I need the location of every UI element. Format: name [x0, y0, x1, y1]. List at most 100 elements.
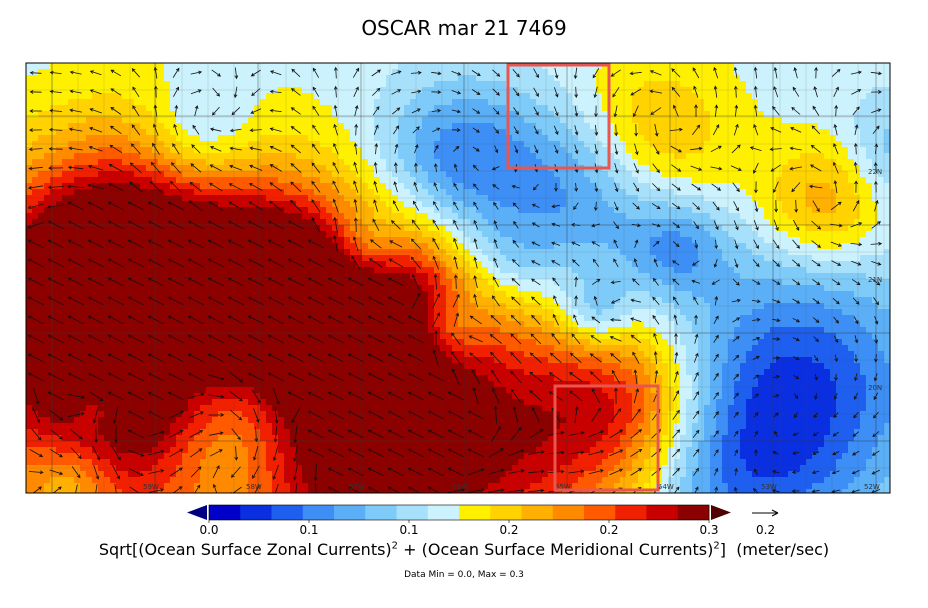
speed-cell — [410, 141, 417, 148]
speed-cell — [332, 111, 339, 118]
speed-cell — [614, 75, 621, 82]
speed-cell — [434, 225, 441, 232]
speed-cell — [380, 249, 387, 256]
speed-cell — [668, 171, 675, 178]
speed-cell — [824, 237, 831, 244]
speed-cell — [584, 153, 591, 160]
speed-cell — [560, 177, 567, 184]
speed-cell — [188, 117, 195, 124]
speed-cell — [848, 189, 855, 196]
speed-cell — [74, 237, 81, 244]
speed-cell — [290, 177, 297, 184]
speed-cell — [752, 153, 759, 160]
speed-cell — [596, 195, 603, 202]
speed-cell — [626, 75, 633, 82]
speed-cell — [260, 255, 267, 262]
speed-cell — [842, 87, 849, 94]
speed-cell — [194, 111, 201, 118]
speed-cell — [242, 93, 249, 100]
speed-cell — [386, 219, 393, 226]
speed-cell — [722, 231, 729, 238]
speed-cell — [32, 219, 39, 226]
speed-cell — [638, 117, 645, 124]
speed-cell — [620, 111, 627, 118]
speed-cell — [608, 153, 615, 160]
speed-cell — [686, 189, 693, 196]
speed-cell — [548, 159, 555, 166]
speed-cell — [500, 207, 507, 214]
speed-cell — [104, 147, 111, 154]
speed-cell — [68, 261, 75, 268]
speed-cell — [176, 105, 183, 112]
speed-cell — [68, 195, 75, 202]
speed-cell — [842, 171, 849, 178]
speed-cell — [620, 129, 627, 136]
speed-cell — [782, 75, 789, 82]
speed-cell — [734, 231, 741, 238]
speed-cell — [548, 69, 555, 76]
speed-cell — [884, 243, 890, 250]
speed-cell — [182, 87, 189, 94]
speed-cell — [824, 93, 831, 100]
speed-cell — [872, 111, 879, 118]
speed-cell — [818, 207, 825, 214]
speed-cell — [560, 93, 567, 100]
speed-cell — [794, 135, 801, 142]
speed-cell — [866, 177, 873, 184]
speed-cell — [848, 153, 855, 160]
speed-cell — [500, 243, 507, 250]
speed-cell — [818, 213, 825, 220]
speed-cell — [836, 165, 843, 172]
speed-cell — [302, 267, 309, 274]
speed-cell — [26, 261, 33, 268]
speed-cell — [668, 243, 675, 250]
speed-cell — [644, 261, 651, 268]
speed-cell — [416, 99, 423, 106]
speed-cell — [590, 237, 597, 244]
speed-cell — [716, 183, 723, 190]
speed-cell — [344, 183, 351, 190]
speed-cell — [380, 165, 387, 172]
speed-cell — [440, 135, 447, 142]
speed-cell — [884, 63, 890, 70]
speed-cell — [470, 255, 477, 262]
speed-cell — [650, 171, 657, 178]
speed-cell — [104, 117, 111, 124]
speed-cell — [284, 87, 291, 94]
speed-cell — [290, 213, 297, 220]
speed-cell — [284, 105, 291, 112]
speed-cell — [38, 111, 45, 118]
speed-cell — [806, 195, 813, 202]
speed-cell — [122, 129, 129, 136]
speed-cell — [698, 135, 705, 142]
speed-cell — [128, 213, 135, 220]
speed-cell — [470, 147, 477, 154]
speed-cell — [698, 105, 705, 112]
speed-cell — [596, 255, 603, 262]
speed-cell — [692, 207, 699, 214]
speed-cell — [266, 147, 273, 154]
speed-cell — [350, 165, 357, 172]
speed-cell — [602, 195, 609, 202]
speed-cell — [248, 183, 255, 190]
speed-cell — [764, 183, 771, 190]
speed-cell — [590, 135, 597, 142]
speed-cell — [104, 75, 111, 82]
speed-cell — [674, 63, 681, 70]
speed-cell — [722, 201, 729, 208]
speed-cell — [842, 159, 849, 166]
speed-cell — [116, 165, 123, 172]
speed-cell — [344, 219, 351, 226]
speed-cell — [716, 111, 723, 118]
speed-cell — [284, 189, 291, 196]
speed-cell — [860, 63, 867, 70]
speed-cell — [722, 141, 729, 148]
speed-cell — [494, 207, 501, 214]
speed-cell — [116, 123, 123, 130]
speed-cell — [236, 81, 243, 88]
speed-cell — [266, 105, 273, 112]
speed-cell — [710, 159, 717, 166]
speed-cell — [620, 201, 627, 208]
speed-cell — [242, 207, 249, 214]
speed-cell — [728, 177, 735, 184]
